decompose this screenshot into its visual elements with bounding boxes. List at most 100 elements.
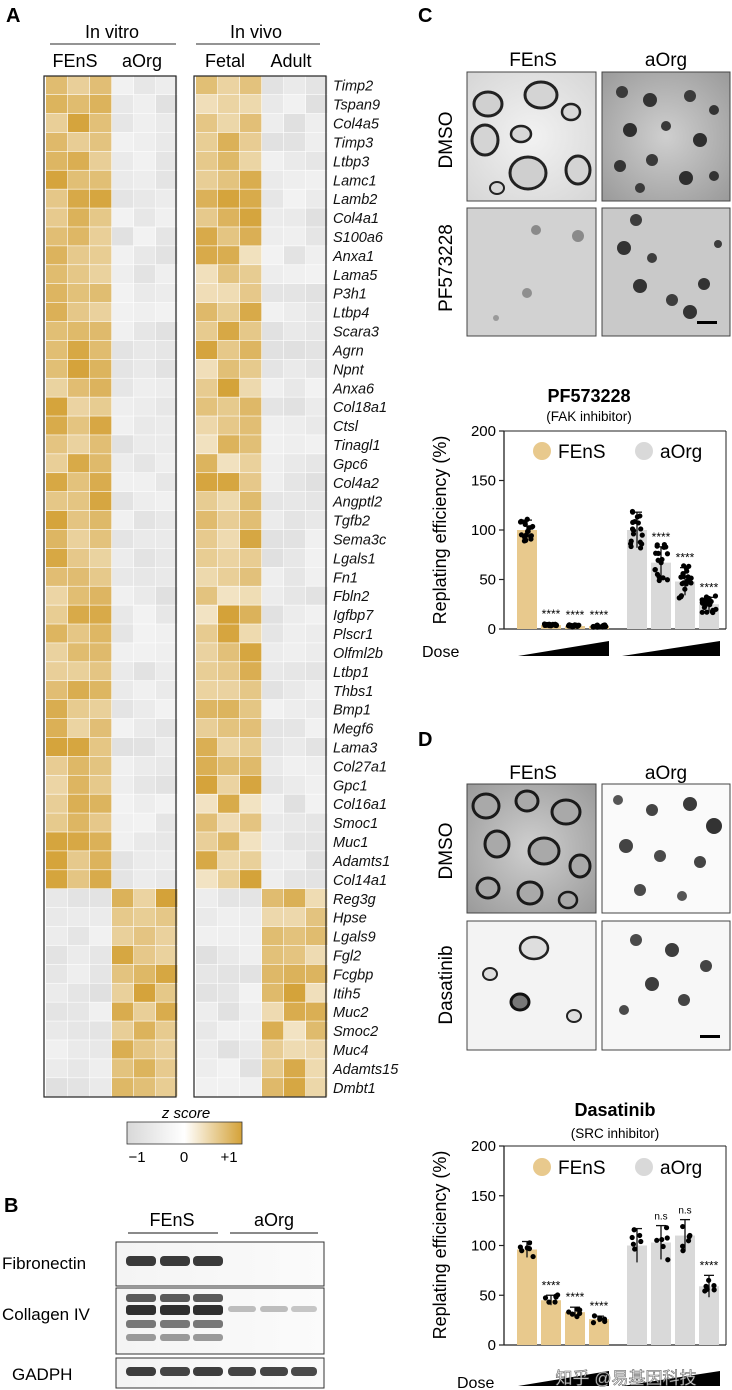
heatmap-cell: [306, 435, 328, 454]
fens-col-label: FEnS: [52, 51, 97, 71]
heatmap-cell: [90, 340, 112, 360]
heatmap-cell: [262, 113, 284, 133]
heatmap-cell: [284, 510, 306, 530]
heatmap-cell: [68, 1021, 90, 1040]
heatmap-cell: [196, 699, 218, 719]
heatmap-cell: [284, 378, 306, 397]
heatmap-cell: [112, 1040, 134, 1059]
heatmap-cell: [218, 794, 240, 813]
data-point: [686, 1234, 692, 1240]
heatmap-cell: [90, 851, 112, 870]
heatmap-cell: [218, 643, 240, 662]
heatmap-cell: [90, 945, 112, 965]
heatmap-cell: [240, 132, 262, 152]
heatmap-cell: [196, 473, 218, 492]
heatmap-cell: [68, 1002, 90, 1021]
heatmap-cell: [156, 302, 178, 322]
data-point: [630, 509, 636, 515]
heatmap-cell: [284, 907, 306, 927]
colorbar-tick-low: −1: [128, 1149, 145, 1166]
heatmap-cell: [68, 699, 90, 719]
gene-label-column: Timp2 Tspan9 Col4a5 Timp3 Ltbp3 Lamc1 Lamb2 Col…: [332, 79, 399, 1097]
heatmap-cell: [90, 1002, 112, 1021]
data-point: [663, 1225, 670, 1231]
heatmap-cell: [284, 643, 306, 662]
heatmap-cell: [218, 983, 240, 1002]
heatmap-cell: [90, 397, 112, 416]
heatmap-cell: [218, 548, 240, 567]
data-point: [591, 1313, 598, 1319]
heatmap-cell: [156, 699, 178, 719]
legend-swatch-fens: [533, 442, 551, 460]
gene-label: Tspan9: [333, 98, 380, 114]
heatmap-cell: [196, 416, 218, 435]
data-point: [654, 543, 660, 549]
heatmap-cell: [240, 1021, 262, 1040]
heatmap-cell: [90, 302, 112, 322]
heatmap-cell: [134, 548, 156, 567]
heatmap-cell: [90, 1059, 112, 1078]
heatmap-cell: [306, 681, 328, 700]
y-tick-label: 200: [471, 423, 496, 440]
heatmap-cell: [90, 378, 112, 397]
heatmap-cell: [284, 794, 306, 813]
heatmap-cell: [306, 340, 328, 360]
heatmap-cell: [46, 851, 68, 870]
heatmap-cell: [134, 283, 156, 303]
heatmap-cell: [134, 1078, 156, 1097]
heatmap-cell: [134, 832, 156, 851]
heatmap-cell: [196, 624, 218, 643]
heatmap-cell: [306, 1059, 328, 1078]
heatmap-cell: [196, 1021, 218, 1040]
heatmap-cell: [262, 643, 284, 662]
significance-label: n.s: [678, 1206, 691, 1217]
heatmap-cell: [284, 529, 306, 549]
heatmap-cell: [218, 605, 240, 624]
heatmap-cell: [90, 473, 112, 492]
heatmap-cell: [156, 435, 178, 454]
micro-c-fens-label: FEnS: [509, 50, 557, 71]
heatmap-cell: [90, 208, 112, 227]
data-point: [711, 1283, 717, 1289]
heatmap-cell: [306, 397, 328, 416]
heatmap-cell: [156, 132, 178, 152]
heatmap-cell: [262, 567, 284, 586]
heatmap-cell: [240, 907, 262, 927]
data-point: [635, 520, 641, 526]
heatmap-cell: [90, 548, 112, 567]
heatmap-cell: [196, 851, 218, 870]
data-point: [597, 1315, 603, 1321]
blot-collagen-iv: [115, 1287, 325, 1355]
chart-c-title: PF573228: [547, 386, 630, 406]
heatmap-cell: [134, 246, 156, 265]
heatmap-cell: [90, 832, 112, 851]
blot-label-gadph: GADPH: [12, 1365, 72, 1384]
heatmap-cell: [218, 113, 240, 133]
heatmap-cell: [156, 926, 178, 946]
gene-label: Gpc1: [333, 778, 368, 794]
data-point: [659, 1236, 665, 1243]
heatmap-cell: [240, 170, 262, 189]
gene-label: Lama5: [333, 268, 378, 284]
heatmap-cell: [112, 624, 134, 643]
micro-d-fens-label: FEnS: [509, 763, 557, 784]
heatmap-cell: [262, 699, 284, 719]
data-point: [680, 1243, 686, 1249]
heatmap-cell: [196, 756, 218, 775]
chart-c-subtitle: (FAK inhibitor): [546, 409, 632, 424]
data-point: [658, 560, 664, 566]
gene-label: Timp2: [333, 79, 373, 95]
heatmap-cell: [240, 964, 262, 983]
heatmap-cell: [240, 378, 262, 397]
data-point: [634, 514, 640, 520]
gene-label: Olfml2b: [333, 646, 383, 662]
data-point: [600, 622, 606, 629]
gene-label: Adamts15: [332, 1062, 399, 1078]
heatmap-cell: [134, 113, 156, 133]
heatmap-cell: [90, 416, 112, 435]
data-point: [569, 1311, 575, 1317]
heatmap-cell: [134, 302, 156, 322]
heatmap-cell: [134, 945, 156, 965]
gene-label: Lgals9: [333, 930, 376, 946]
heatmap-cell: [112, 454, 134, 473]
